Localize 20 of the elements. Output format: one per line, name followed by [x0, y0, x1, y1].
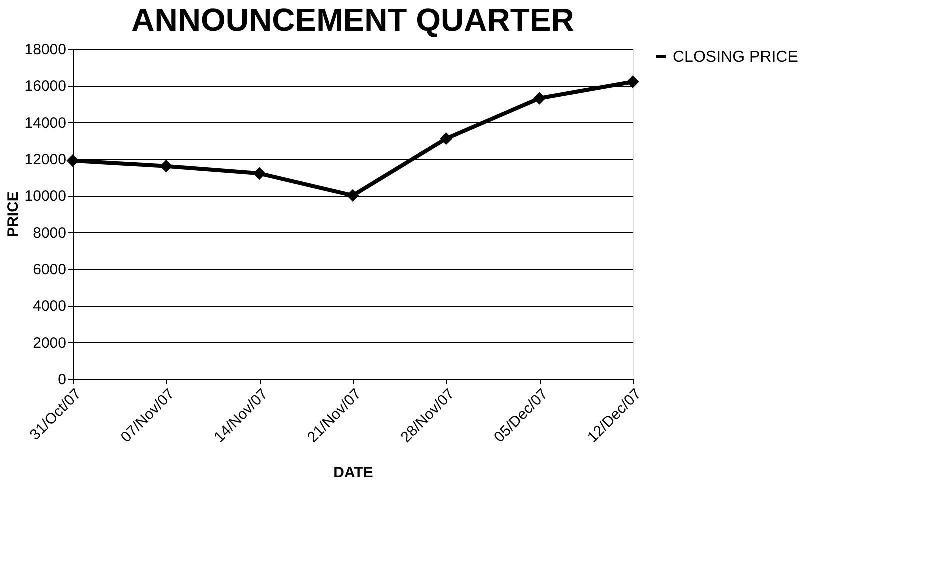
y-tick-label: 8000: [33, 224, 66, 242]
y-tick-label: 6000: [33, 262, 66, 278]
y-tick-label: 10000: [24, 188, 66, 206]
point: [253, 167, 266, 180]
x-axis-title: DATE: [334, 464, 374, 482]
y-tick-label: 4000: [33, 298, 66, 316]
point: [533, 92, 546, 105]
point: [626, 76, 640, 88]
chart-title: ANNOUNCEMENT QUARTER: [132, 2, 574, 38]
y-tick-label: 2000: [33, 334, 66, 352]
point: [440, 132, 453, 146]
y-tick-label: 14000: [24, 114, 66, 132]
y-axis-title: PRICE: [4, 192, 22, 238]
legend-label: CLOSING PRICE: [673, 49, 798, 66]
y-tick-label: 0: [58, 372, 66, 388]
y-tick-label: 18000: [24, 42, 66, 58]
y-tick-label: 12000: [24, 152, 66, 168]
y-tick-label: 16000: [24, 78, 66, 96]
point: [160, 160, 173, 173]
point: [346, 189, 360, 202]
